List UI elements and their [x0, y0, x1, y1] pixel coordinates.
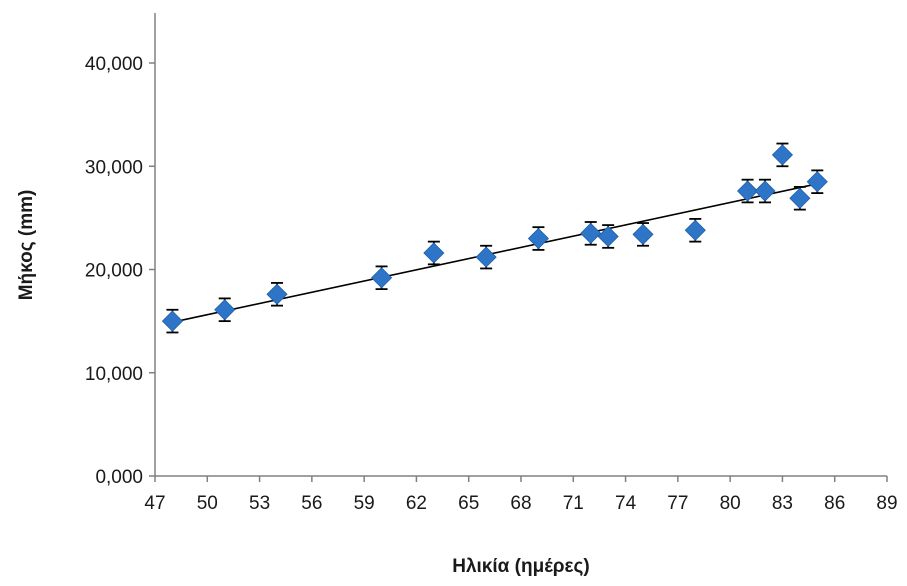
data-point — [475, 246, 497, 268]
x-tick-label: 89 — [876, 493, 897, 514]
x-tick-label: 50 — [197, 493, 218, 514]
x-tick-label: 71 — [563, 493, 584, 514]
data-point — [737, 180, 759, 202]
data-point — [597, 225, 619, 248]
data-point — [684, 219, 706, 241]
x-tick-label: 53 — [249, 493, 270, 514]
x-tick-label: 62 — [406, 493, 427, 514]
data-point — [423, 242, 445, 264]
data-point — [527, 227, 549, 250]
data-point — [632, 223, 654, 245]
x-tick-label: 65 — [458, 493, 479, 514]
x-tick-label: 80 — [720, 493, 741, 514]
data-point — [754, 180, 776, 202]
y-tick-label: 20,000 — [85, 261, 143, 282]
error-bars — [166, 142, 824, 334]
x-tick-label: 59 — [354, 493, 375, 514]
trendline-group — [172, 183, 818, 323]
data-point — [371, 267, 393, 289]
x-tick-label: 83 — [772, 493, 793, 514]
data-points — [161, 144, 828, 332]
x-tick-label: 47 — [144, 493, 165, 514]
x-tick-label: 77 — [667, 493, 688, 514]
data-point — [214, 299, 236, 321]
y-tick-label: 40,000 — [85, 54, 143, 75]
axes — [154, 13, 887, 477]
x-tick-label: 74 — [615, 493, 637, 514]
y-axis-title: Μήκος (mm) — [16, 190, 37, 301]
data-point — [806, 171, 828, 193]
y-tick-label: 0,000 — [95, 467, 143, 488]
x-tick-label: 68 — [510, 493, 531, 514]
data-point — [161, 310, 183, 332]
x-tick-label: 56 — [301, 493, 322, 514]
trendline — [172, 183, 818, 323]
x-axis-ticks: 47 50 53 56 59 62 65 68 71 74 77 80 83 86 89 — [144, 476, 898, 514]
data-point — [580, 222, 602, 244]
x-tick-label: 86 — [824, 493, 845, 514]
data-point — [771, 144, 793, 166]
y-tick-label: 30,000 — [85, 157, 143, 178]
x-axis-title: Ηλικία (ημέρες) — [452, 556, 590, 577]
data-point — [789, 187, 811, 209]
y-tick-label: 10,000 — [85, 364, 143, 385]
data-point — [266, 283, 288, 305]
y-axis-ticks: 0,000 10,000 20,000 30,000 40,000 — [85, 54, 155, 488]
